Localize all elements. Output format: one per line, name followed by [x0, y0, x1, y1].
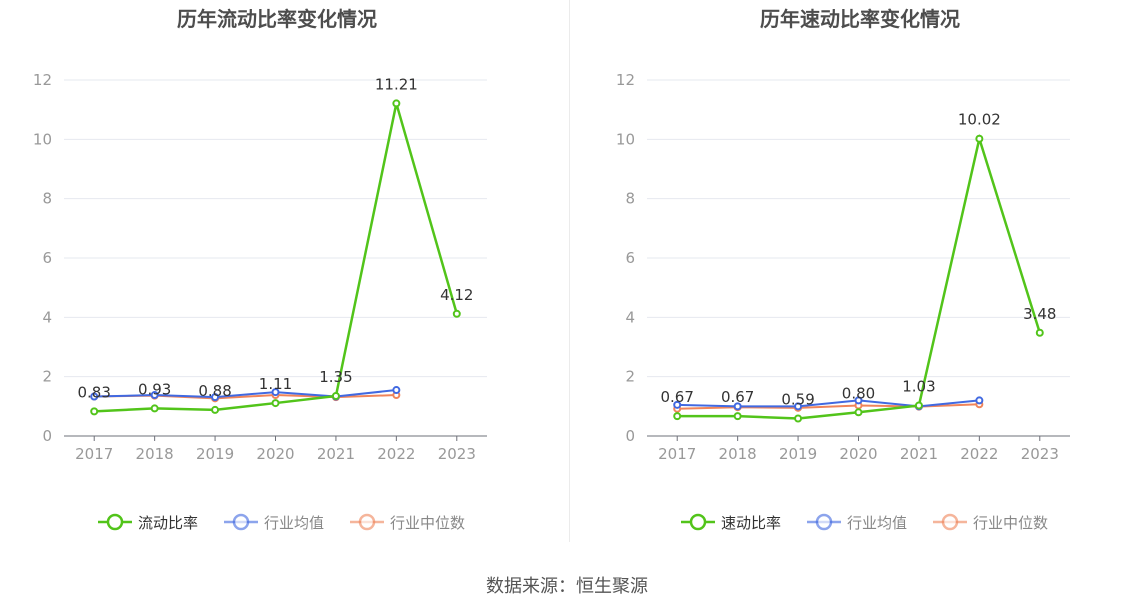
- data-point[interactable]: [975, 396, 984, 405]
- data-label: 0.80: [842, 384, 875, 402]
- x-tick-label: 2023: [438, 445, 476, 463]
- y-tick-label: 2: [42, 368, 52, 386]
- x-tick-label: 2018: [719, 445, 757, 463]
- x-tick-label: 2017: [75, 445, 113, 463]
- legend-item[interactable]: 行业均值: [224, 513, 324, 532]
- x-tick-label: 2023: [1021, 445, 1059, 463]
- series-line: [94, 103, 458, 413]
- x-tick-label: 2020: [839, 445, 877, 463]
- x-tick-label: 2017: [658, 445, 696, 463]
- legend-label: 行业中位数: [390, 514, 465, 532]
- data-label: 3.48: [1023, 305, 1056, 323]
- data-point[interactable]: [1035, 328, 1044, 337]
- data-point[interactable]: [150, 391, 159, 400]
- legend-item[interactable]: 行业均值: [807, 513, 907, 532]
- y-tick-label: 8: [42, 190, 52, 208]
- data-point[interactable]: [673, 400, 682, 409]
- x-tick-label: 2019: [779, 445, 817, 463]
- data-source-note: 数据来源：恒生聚源: [486, 576, 648, 597]
- legend-label: 流动比率: [138, 514, 198, 532]
- legend-marker-icon: [106, 513, 124, 531]
- data-label: 0.83: [78, 383, 111, 401]
- data-point[interactable]: [331, 391, 340, 400]
- data-point[interactable]: [794, 402, 803, 411]
- legend-marker-icon: [689, 513, 707, 531]
- legend-label: 行业中位数: [973, 514, 1048, 532]
- legend-item[interactable]: 行业中位数: [933, 513, 1048, 532]
- y-tick-label: 10: [616, 130, 635, 148]
- y-tick-label: 0: [625, 427, 635, 445]
- current-ratio-chart: 历年流动比率变化情况 0 2 4 6 8 10 12 2017 2018 2019 2020 2021 2…: [33, 7, 487, 532]
- y-tick-label: 6: [625, 249, 635, 267]
- legend-marker-icon: [941, 513, 959, 531]
- data-point[interactable]: [975, 134, 984, 143]
- data-label: 0.67: [721, 388, 754, 406]
- data-point[interactable]: [733, 412, 742, 421]
- data-point[interactable]: [211, 405, 220, 414]
- data-point[interactable]: [90, 392, 99, 401]
- data-point[interactable]: [794, 414, 803, 423]
- data-label: 4.12: [440, 286, 473, 304]
- y-tick-label: 0: [42, 427, 52, 445]
- y-tick-label: 12: [616, 71, 635, 89]
- chart-title: 历年流动比率变化情况: [177, 7, 377, 31]
- y-tick-label: 8: [625, 190, 635, 208]
- data-point[interactable]: [392, 99, 401, 108]
- y-tick-label: 6: [42, 249, 52, 267]
- series-line: [94, 389, 397, 399]
- legend-item[interactable]: 速动比率: [681, 513, 781, 532]
- x-tick-label: 2021: [900, 445, 938, 463]
- x-tick-label: 2018: [136, 445, 174, 463]
- data-point[interactable]: [271, 388, 280, 397]
- data-label: 1.03: [902, 377, 935, 395]
- legend-marker-icon: [358, 513, 376, 531]
- x-tick-label: 2021: [317, 445, 355, 463]
- y-tick-label: 2: [625, 368, 635, 386]
- data-label: 10.02: [958, 111, 1001, 129]
- y-tick-label: 4: [625, 308, 635, 326]
- quick-ratio-chart: 历年速动比率变化情况 0 2 4 6 8 10 12 2017 2018 2019 2020 2021 2…: [616, 7, 1070, 532]
- chart-title: 历年速动比率变化情况: [760, 7, 960, 31]
- data-point[interactable]: [452, 309, 461, 318]
- legend-label: 速动比率: [721, 514, 781, 532]
- x-tick-label: 2022: [960, 445, 998, 463]
- data-point[interactable]: [854, 408, 863, 417]
- y-tick-label: 4: [42, 308, 52, 326]
- x-tick-label: 2020: [256, 445, 294, 463]
- y-tick-label: 12: [33, 71, 52, 89]
- y-tick-label: 10: [33, 130, 52, 148]
- x-tick-label: 2022: [377, 445, 415, 463]
- data-point[interactable]: [733, 402, 742, 411]
- data-label: 0.88: [198, 382, 231, 400]
- data-label: 0.67: [661, 388, 694, 406]
- data-point[interactable]: [673, 412, 682, 421]
- series-line: [677, 399, 980, 408]
- chart-divider: [569, 0, 570, 542]
- data-point[interactable]: [392, 386, 401, 395]
- x-tick-label: 2019: [196, 445, 234, 463]
- data-label: 1.11: [259, 375, 292, 393]
- legend-marker-icon: [815, 513, 833, 531]
- data-label: 0.59: [781, 390, 814, 408]
- data-point[interactable]: [271, 399, 280, 408]
- legend-item[interactable]: 行业中位数: [350, 513, 465, 532]
- legend-label: 行业均值: [264, 514, 324, 532]
- data-point[interactable]: [854, 396, 863, 405]
- data-point[interactable]: [211, 393, 220, 402]
- data-point[interactable]: [90, 407, 99, 416]
- legend-marker-icon: [232, 513, 250, 531]
- data-label: 1.35: [319, 368, 352, 386]
- data-point[interactable]: [914, 401, 923, 410]
- data-label: 0.93: [138, 380, 171, 398]
- legend-item[interactable]: 流动比率: [98, 513, 198, 532]
- legend-label: 行业均值: [847, 514, 907, 532]
- data-point[interactable]: [150, 404, 159, 413]
- data-label: 11.21: [375, 75, 418, 93]
